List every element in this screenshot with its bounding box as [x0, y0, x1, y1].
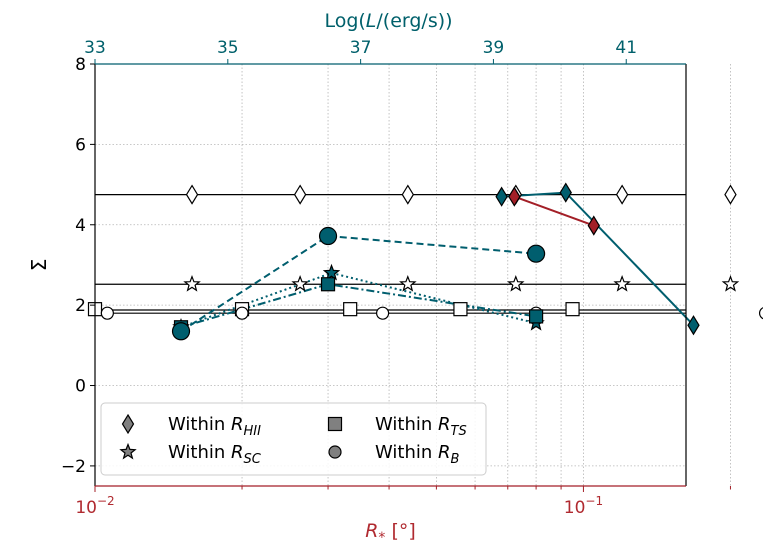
- data-point-hii-teal: [687, 315, 700, 336]
- data-point-sc-teal: [322, 263, 341, 281]
- data-point-b-teal: [526, 244, 546, 263]
- data-point-b-reference: [100, 306, 114, 320]
- data-markers: [87, 182, 763, 341]
- data-point-b-teal: [171, 322, 191, 341]
- legend-marker-circle: [328, 445, 342, 459]
- legend-marker-diamond: [121, 413, 135, 435]
- series-line-ts-teal: [180, 283, 537, 329]
- data-point-sc-reference: [291, 275, 309, 292]
- series-line-b-teal: [180, 234, 537, 333]
- data-point-sc-reference: [507, 275, 525, 292]
- reference-lines: [95, 194, 686, 314]
- y-tick-label: 8: [75, 55, 86, 75]
- top-tick-label: 37: [350, 38, 372, 58]
- y-tick-label: 0: [75, 377, 86, 397]
- data-point-b-teal: [318, 226, 338, 246]
- legend-label: Within RHII: [168, 414, 261, 439]
- data-point-hii-red: [508, 186, 521, 207]
- legend-box: [100, 402, 487, 476]
- x-tick-label: 10−1: [564, 494, 603, 518]
- data-point-sc-reference: [613, 275, 631, 292]
- y-tick-label: −2: [61, 457, 86, 477]
- series-line-hii-red: [513, 195, 595, 227]
- data-point-hii-reference: [615, 184, 629, 205]
- data-point-b-reference: [235, 306, 249, 320]
- series-lines: [180, 191, 695, 333]
- legend: Within RHII Within RTS Within RSC Within RB: [100, 402, 487, 476]
- data-point-hii-reference: [293, 184, 307, 205]
- data-point-ts-reference: [343, 302, 358, 317]
- legend-label: Within RSC: [168, 442, 262, 467]
- data-point-b-reference: [758, 307, 763, 320]
- top-tick-label: 35: [217, 38, 239, 58]
- data-point-ts-teal: [320, 277, 336, 292]
- top-tick-label: 33: [84, 38, 106, 58]
- x-axis-label: R* [°]: [365, 520, 416, 545]
- y-axis-label: Σ: [27, 259, 51, 272]
- legend-marker-square: [327, 416, 343, 432]
- data-point-b-reference: [376, 306, 390, 320]
- data-point-hii-red: [587, 215, 600, 236]
- legend-label: Within RB: [375, 442, 460, 467]
- data-point-ts-reference: [565, 302, 580, 317]
- y-tick-label: 6: [75, 135, 86, 155]
- data-point-ts-reference: [453, 302, 468, 317]
- data-point-sc-reference: [183, 275, 201, 292]
- data-point-hii-reference: [401, 184, 415, 205]
- x-tick-label: 10−2: [75, 494, 114, 518]
- data-point-sc-reference: [721, 274, 740, 292]
- top-tick-label: 39: [483, 38, 505, 58]
- series-line-sc-teal: [180, 271, 537, 329]
- top-axis-label: Log(L/(erg/s)): [324, 10, 452, 32]
- data-point-sc-reference: [399, 275, 417, 292]
- legend-marker-star: [119, 442, 137, 460]
- y-tick-label: 4: [75, 216, 86, 236]
- data-point-hii-teal: [559, 182, 572, 203]
- legend-label: Within RTS: [375, 414, 467, 439]
- data-point-hii-reference: [185, 184, 199, 205]
- data-point-hii-teal: [495, 186, 508, 207]
- y-tick-label: 2: [75, 296, 86, 316]
- top-tick-label: 41: [615, 38, 637, 58]
- data-point-ts-teal: [528, 309, 544, 324]
- data-point-hii-reference: [724, 184, 737, 205]
